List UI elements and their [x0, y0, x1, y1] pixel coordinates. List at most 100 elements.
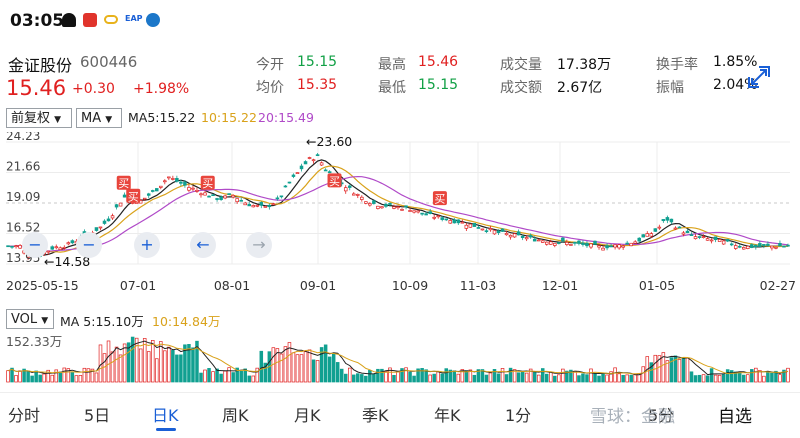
- volume-bar: [94, 372, 99, 383]
- tab-daily-k[interactable]: 日K: [152, 406, 179, 425]
- tab-weekly-k[interactable]: 周K: [222, 406, 249, 425]
- candle-body: [725, 239, 730, 242]
- volume-bar: [697, 374, 702, 383]
- ma20-legend: 20:15.49: [258, 110, 314, 125]
- volume-bar: [404, 367, 408, 383]
- volume-bar: [609, 371, 613, 383]
- tab-5min[interactable]: 5分: [648, 406, 675, 425]
- candle-body: [561, 237, 565, 242]
- candle-body: [167, 176, 171, 179]
- volume-bar: [597, 375, 601, 383]
- expand-icon[interactable]: [746, 64, 772, 90]
- candle-body: [183, 181, 187, 186]
- tab-yearly-k[interactable]: 年K: [434, 406, 461, 425]
- buy-marker[interactable]: 买: [200, 175, 215, 191]
- volume-bar: [199, 372, 203, 383]
- volume-bar: [657, 355, 662, 383]
- volume-bar: [766, 371, 770, 383]
- vol-dropdown-label: VOL: [11, 312, 38, 327]
- x-tick-label: 08-01: [214, 278, 250, 293]
- x-tick-label: 11-03: [460, 278, 496, 293]
- tab-5day[interactable]: 5日: [84, 406, 111, 425]
- volume-bar: [335, 362, 340, 383]
- zoom-out-button[interactable]: −: [22, 232, 48, 258]
- volume-bar: [717, 374, 722, 383]
- volume-bar: [444, 368, 449, 383]
- vol-ma5-legend: MA 5:15.10万: [60, 314, 144, 329]
- volume-bar: [601, 372, 605, 383]
- add-watchlist-button[interactable]: 自选: [718, 407, 752, 427]
- x-tick-label: 02-27: [760, 278, 796, 293]
- adjust-dropdown-label: 前复权: [11, 111, 51, 126]
- tab-intraday[interactable]: 分时: [8, 406, 41, 425]
- tab-monthly-k[interactable]: 月K: [294, 406, 321, 425]
- candle-body: [175, 178, 179, 182]
- volume-bar: [18, 370, 22, 383]
- volume-bar: [629, 374, 633, 383]
- compass-icon: [146, 13, 160, 27]
- scroll-right-button[interactable]: →: [246, 232, 272, 258]
- volume-bar: [540, 368, 545, 383]
- volume-bar: [565, 370, 569, 383]
- candle-body: [404, 205, 408, 208]
- candle-body: [18, 245, 22, 249]
- volume-bar: [746, 374, 750, 383]
- candle-body: [255, 204, 260, 207]
- indicator-dropdown-label: MA: [81, 111, 102, 126]
- volume-bar: [400, 368, 404, 383]
- buy-marker[interactable]: 买: [126, 188, 141, 204]
- candle-body: [729, 243, 734, 246]
- price-change: +0.30: [72, 81, 115, 97]
- tabs-divider: [0, 392, 800, 393]
- volume-bar: [476, 369, 481, 383]
- volume-bar: [223, 370, 227, 383]
- candles: [6, 153, 790, 261]
- candle-body: [573, 241, 577, 244]
- vol-dropdown[interactable]: VOL ▼: [6, 309, 54, 329]
- volume-bar: [569, 369, 573, 383]
- volume-max-label: 152.33万: [6, 334, 63, 349]
- candle-body: [199, 193, 203, 196]
- candle-body: [549, 241, 553, 245]
- candle-body: [641, 234, 646, 238]
- candle-body: [283, 185, 288, 188]
- volume-bar: [729, 370, 734, 383]
- candle-body: [380, 206, 384, 209]
- scroll-left-button[interactable]: ←: [190, 232, 216, 258]
- volume-bar: [323, 344, 328, 383]
- volume-bar: [549, 371, 553, 383]
- volume-chart[interactable]: [0, 328, 800, 386]
- adjust-dropdown[interactable]: 前复权 ▼: [6, 108, 72, 128]
- candle-body: [577, 240, 581, 244]
- buy-marker-label: 买: [329, 175, 340, 188]
- zoom-in-button[interactable]: +: [134, 232, 160, 258]
- candle-body: [629, 242, 633, 247]
- candle-body: [263, 206, 268, 208]
- candle-body: [444, 218, 449, 221]
- volume-bar: [520, 371, 525, 383]
- tab-quarterly-k[interactable]: 季K: [362, 406, 389, 425]
- candle-body: [203, 192, 207, 196]
- buy-marker[interactable]: 买: [116, 175, 131, 191]
- volume-bar: [263, 362, 268, 383]
- chevron-down-icon: ▼: [54, 115, 62, 125]
- volume-bar: [428, 374, 432, 383]
- candle-body: [247, 204, 251, 207]
- volume-bar: [58, 371, 63, 383]
- candle-body: [436, 215, 440, 218]
- volume-bar: [134, 337, 139, 383]
- indicator-dropdown[interactable]: MA ▼: [76, 108, 122, 128]
- buy-marker[interactable]: 买: [327, 173, 342, 188]
- candle-body: [713, 236, 718, 241]
- tab-1min[interactable]: 1分: [505, 406, 532, 425]
- buy-marker[interactable]: 买: [432, 191, 447, 206]
- volume-bar: [585, 374, 589, 383]
- amount-value: 2.67亿: [557, 80, 603, 96]
- volume-bar: [500, 368, 505, 383]
- candle-body: [122, 194, 127, 198]
- zoom-in-small-button[interactable]: −: [76, 232, 102, 258]
- volume-bar: [179, 354, 183, 383]
- volume-label: 成交量: [500, 57, 542, 73]
- buy-marker-label: 买: [434, 193, 445, 206]
